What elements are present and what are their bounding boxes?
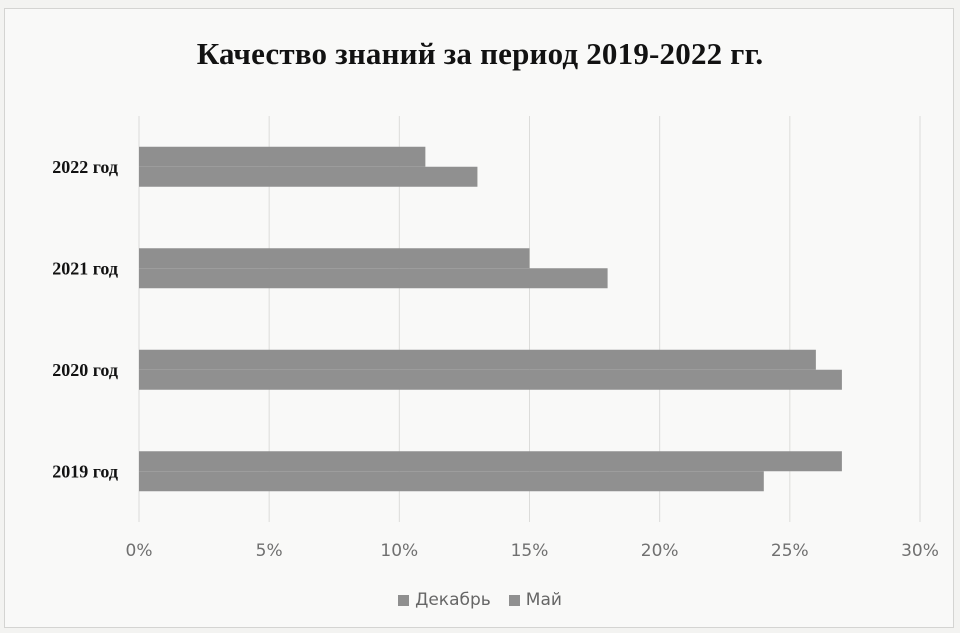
bar-may	[139, 369, 842, 390]
bar-dec	[139, 349, 816, 370]
x-tick-labels: 0% 5% 10% 15% 20% 25% 30%	[126, 541, 939, 561]
category-label: 2020 год	[52, 360, 118, 380]
legend-label-dec: Декабрь	[415, 590, 491, 610]
legend-swatch-dec	[398, 594, 410, 606]
bar-may	[139, 471, 764, 492]
category-label: 2021 год	[52, 258, 118, 278]
x-tick-label: 10%	[380, 541, 418, 561]
bar-may	[139, 166, 478, 187]
x-tick-label: 30%	[901, 541, 939, 561]
x-tick-label: 15%	[511, 541, 549, 561]
bar-dec	[139, 248, 530, 269]
x-tick-label: 5%	[256, 541, 283, 561]
bar-may	[139, 268, 608, 289]
category-label: 2022 год	[52, 157, 118, 177]
legend: Декабрь Май	[0, 590, 960, 610]
category-label: 2019 год	[52, 461, 118, 481]
category-labels: 2019 год 2020 год 2021 год 2022 год	[52, 157, 118, 482]
bar-dec	[139, 146, 426, 167]
legend-swatch-may	[508, 594, 520, 606]
x-tick-label: 0%	[126, 541, 153, 561]
bars	[139, 146, 842, 492]
x-tick-label: 20%	[641, 541, 679, 561]
bar-dec	[139, 451, 842, 472]
legend-label-may: Май	[525, 590, 562, 610]
x-tick-label: 25%	[771, 541, 809, 561]
chart-title: Качество знаний за период 2019-2022 гг.	[196, 36, 764, 71]
legend-item-dec: Декабрь	[398, 590, 491, 610]
legend-item-may: Май	[508, 590, 562, 610]
chart-frame	[4, 8, 954, 628]
